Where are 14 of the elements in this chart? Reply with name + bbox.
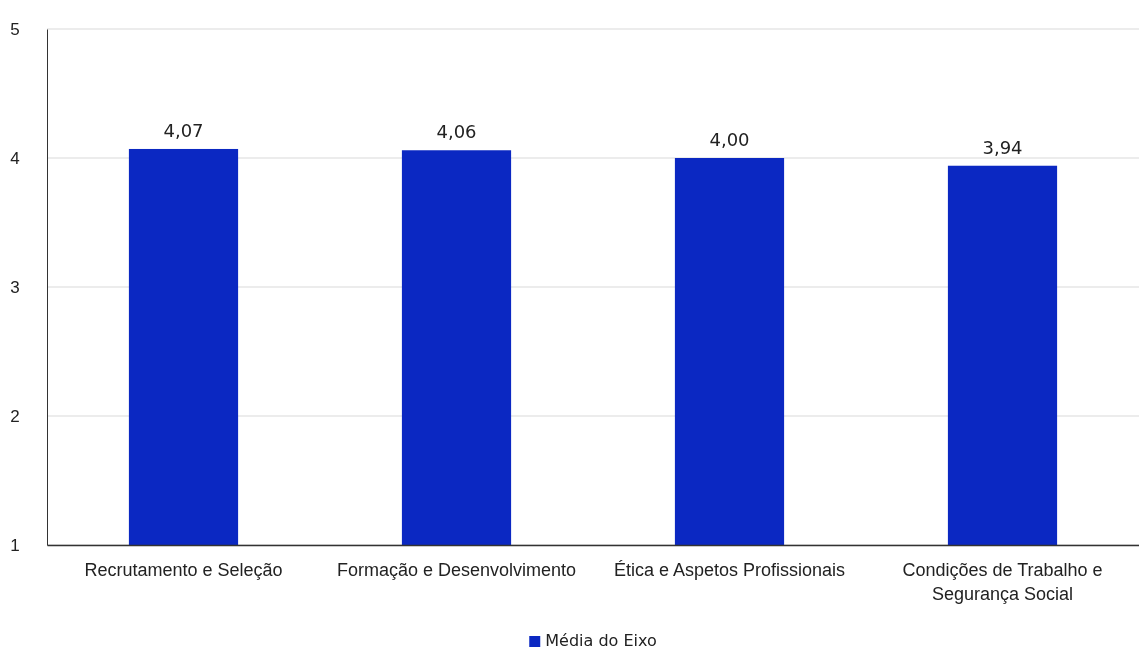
- x-tick-label: Formação e Desenvolvimento: [336, 559, 577, 580]
- data-label: 4,00: [709, 129, 750, 150]
- y-tick-label: 2: [10, 406, 20, 426]
- y-tick-label: 4: [10, 148, 20, 168]
- data-label: 4,07: [163, 119, 204, 141]
- legend-label: Média do Eixo: [545, 631, 657, 650]
- x-tick-label: Condições de Trabalho e Segurança Social: [902, 559, 1103, 605]
- data-label: 4,06: [436, 121, 477, 143]
- y-tick-label: 1: [10, 535, 20, 555]
- data-label: 3,94: [982, 136, 1023, 158]
- x-tick-label: Recrutamento e Seleção: [84, 559, 283, 580]
- y-tick-label: 3: [10, 277, 20, 297]
- y-tick-label: 5: [10, 19, 20, 39]
- x-tick-label: Ética e Aspetos Profissionais: [613, 559, 846, 580]
